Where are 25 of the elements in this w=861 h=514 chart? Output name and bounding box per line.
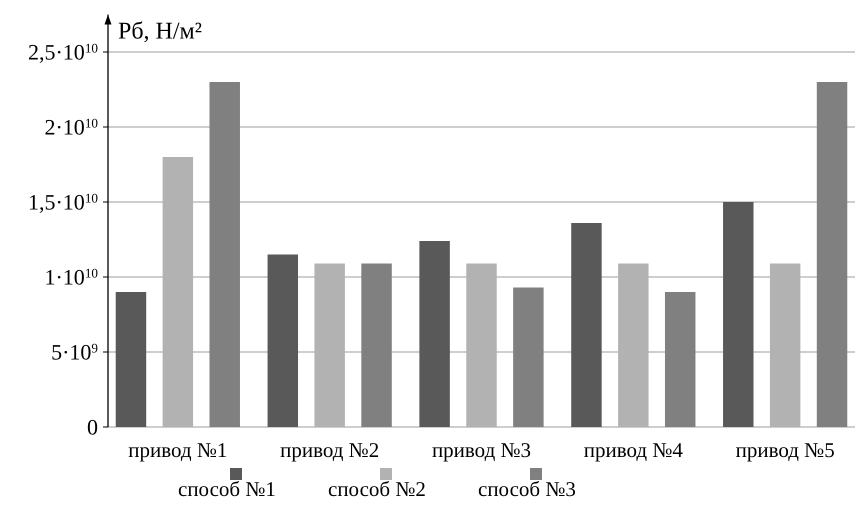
- x-tick-label: привод №3: [432, 438, 532, 462]
- y-axis-title: Pб, Н/м²: [118, 18, 202, 44]
- bar: [816, 82, 848, 427]
- x-tick-label: привод №2: [280, 438, 380, 462]
- bar: [361, 264, 392, 427]
- x-tick-label: привод №5: [736, 438, 835, 462]
- bar: [723, 202, 754, 427]
- y-tick-label: 1,5·10$^{10}$: [28, 190, 98, 215]
- x-tick-label: привод №1: [128, 438, 228, 462]
- bar: [268, 254, 298, 427]
- bar: [664, 292, 696, 427]
- legend-label: способ №2: [328, 477, 426, 501]
- bar: [513, 288, 544, 427]
- y-tick-label: 5·10$^{9}$: [51, 340, 98, 365]
- bar: [116, 292, 146, 427]
- y-tick-label: 0: [87, 414, 98, 440]
- legend-label: способ №1: [178, 477, 276, 501]
- bar: [571, 223, 602, 427]
- legend-label: способ №3: [478, 477, 576, 501]
- y-tick-label: 1·10$^{10}$: [44, 264, 98, 290]
- bar: [419, 241, 450, 427]
- bar: [209, 82, 240, 427]
- y-tick-label: 2·10$^{10}$: [44, 114, 98, 140]
- y-tick-label: 2,5·10$^{10}$: [28, 40, 98, 65]
- x-tick-label: привод №4: [584, 438, 684, 462]
